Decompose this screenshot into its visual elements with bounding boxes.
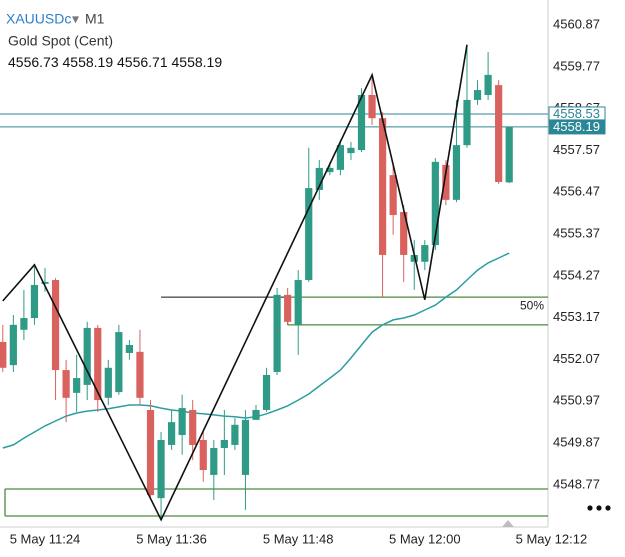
y-tick-label: 4553.17 (553, 309, 600, 324)
candle-body (336, 145, 344, 170)
candle-body (473, 90, 482, 100)
x-tick-label: 5 May 11:36 (136, 531, 207, 546)
dropdown-arrow[interactable]: ▾ (72, 11, 79, 27)
low-value: 4556.71 (117, 54, 168, 70)
close-value: 4558.19 (172, 54, 223, 70)
candle-body (136, 351, 144, 398)
candle-body (146, 409, 155, 496)
candle-body (284, 294, 292, 322)
candle-body (168, 422, 176, 445)
candle-body (231, 424, 239, 445)
candle-body (20, 318, 28, 330)
candle-body (252, 409, 260, 420)
y-tick-label: 4559.77 (553, 58, 600, 73)
candle-body (41, 281, 49, 284)
candle-body (125, 345, 133, 353)
price-level-label: 4558.19 (553, 119, 600, 134)
scroll-marker[interactable] (502, 520, 514, 527)
candle-body (178, 408, 186, 436)
candle-body (421, 245, 429, 262)
y-tick-label: 4556.47 (553, 184, 600, 199)
menu-dot[interactable] (587, 505, 593, 511)
candle-body (262, 375, 271, 410)
candle-body (379, 118, 387, 255)
candle-body (431, 161, 439, 246)
candle-body (189, 409, 197, 445)
more-menu[interactable] (587, 505, 611, 511)
open-value: 4556.73 (8, 54, 59, 70)
candle-body (73, 378, 81, 393)
candle-body (484, 74, 492, 95)
y-tick-label: 4549.87 (553, 434, 600, 449)
candle-body (199, 439, 207, 471)
candle-body (210, 447, 218, 475)
candle-body (0, 341, 7, 368)
candle-body (315, 167, 323, 190)
fib-label: 50% (520, 298, 544, 312)
candle-body (220, 439, 228, 448)
x-tick-label: 5 May 11:48 (263, 531, 334, 546)
candle-body (410, 254, 418, 262)
ohlc-readout: 4556.73 4558.19 4556.71 4558.19 (8, 54, 222, 70)
x-tick-label: 5 May 12:00 (389, 531, 461, 546)
candle-body (62, 370, 70, 398)
y-tick-label: 4554.27 (553, 267, 600, 282)
plot: 50% (0, 44, 548, 522)
candle-body (347, 147, 355, 154)
x-tick-label: 5 May 12:12 (516, 531, 588, 546)
candle-body (51, 280, 60, 371)
candle-body (94, 327, 102, 401)
candle-body (389, 175, 397, 216)
candle-body (30, 284, 39, 319)
candle-body (463, 99, 471, 146)
candle-body (452, 145, 461, 200)
candle-body (273, 294, 281, 372)
candle-body (326, 167, 334, 173)
x-tick-label: 5 May 11:24 (10, 531, 81, 546)
candle-body (357, 94, 366, 151)
y-tick-label: 4557.57 (553, 142, 600, 157)
y-tick-label: 4550.97 (553, 393, 600, 408)
candle-body (294, 280, 302, 325)
price-level-label: 4558.53 (553, 106, 600, 121)
candle-body (368, 94, 376, 119)
candle-body (505, 126, 513, 183)
timeframe[interactable]: M1 (85, 11, 105, 27)
price-level-tag (548, 119, 606, 135)
menu-dot[interactable] (596, 505, 602, 511)
candle-body (115, 332, 123, 393)
y-tick-label: 4548.77 (553, 476, 600, 491)
y-tick-label: 4555.37 (553, 225, 600, 240)
y-tick-label: 4560.87 (553, 17, 600, 32)
candle-body (495, 85, 503, 182)
candle-body (83, 327, 91, 385)
candle-body (442, 164, 450, 200)
candle-body (157, 439, 165, 499)
zigzag (2, 44, 468, 522)
candle-body (9, 324, 17, 366)
candle-body (104, 367, 112, 398)
candle-body (400, 212, 408, 255)
description: Gold Spot (Cent) (8, 33, 113, 49)
menu-dot[interactable] (605, 505, 611, 511)
y-tick-label: 4552.07 (553, 351, 600, 366)
candle-body (241, 419, 250, 475)
high-value: 4558.19 (63, 54, 114, 70)
symbol[interactable]: XAUUSDc (6, 11, 71, 27)
candle-body (305, 188, 313, 281)
